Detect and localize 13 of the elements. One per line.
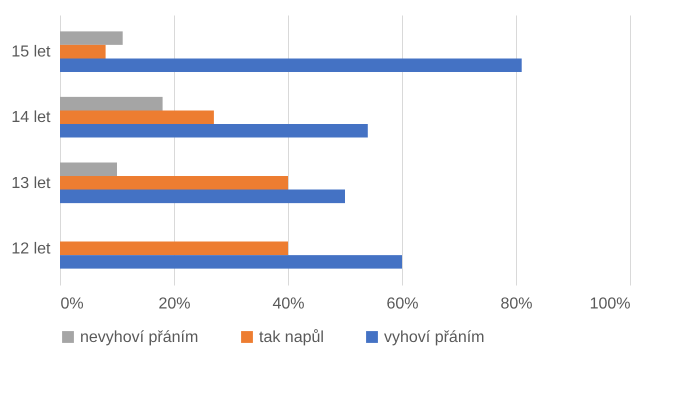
y-tick-label: 12 let <box>11 240 52 258</box>
x-tick-label: 40% <box>272 296 305 312</box>
y-tick-label: 13 let <box>11 174 52 192</box>
x-tick-label: 60% <box>386 296 419 312</box>
y-tick-label: 15 let <box>11 44 52 61</box>
x-tick-label: 0% <box>60 296 84 312</box>
y-tick-label: 14 let <box>11 109 52 126</box>
legend-label: vyhoví přáním <box>384 329 484 346</box>
x-tick-label: 80% <box>500 296 533 312</box>
x-tick-label: 20% <box>158 296 191 312</box>
legend-label: nevyhoví přáním <box>80 329 198 346</box>
x-tick-label: 100% <box>590 296 630 312</box>
legend-label: tak napůl <box>259 329 324 346</box>
